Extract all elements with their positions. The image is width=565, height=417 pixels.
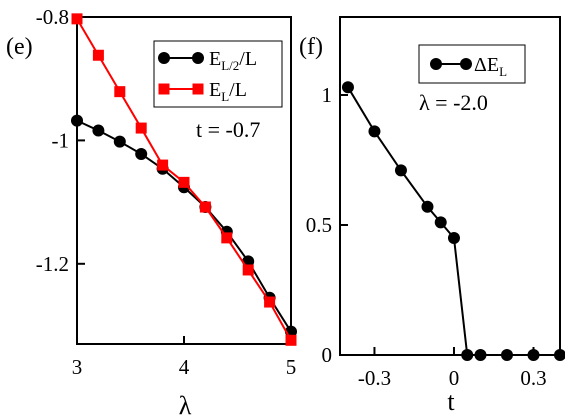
data-point-e-0-2 <box>113 135 126 148</box>
legend-e: EL/2/L EL/L <box>153 40 283 108</box>
legend-entry-e-0: EL/2/L <box>158 48 257 73</box>
data-point-f-0-10 <box>554 349 565 361</box>
legend-marker-e-1b <box>192 83 204 95</box>
data-point-e-1-9 <box>264 296 276 308</box>
data-point-e-1-8 <box>242 264 254 276</box>
series-group-f <box>341 81 565 361</box>
y-tick-label-e-0: -0.8 <box>36 5 69 29</box>
data-point-e-0-0 <box>71 114 83 127</box>
data-point-e-1-6 <box>199 201 211 213</box>
legend-marker-e-0b <box>192 52 204 64</box>
legend-box-e <box>153 40 283 108</box>
data-point-f-0-4 <box>434 216 447 229</box>
y-tick-label-f-2: 1 <box>322 83 333 107</box>
data-point-e-1-5 <box>178 176 190 188</box>
series-group-e <box>71 13 297 346</box>
legend-marker-f-0b <box>460 58 472 70</box>
x-tick-label-e-2: 5 <box>286 355 297 379</box>
tick-group-f: -0.3 0 0.3 0 0.5 1 <box>306 83 547 390</box>
series-line-e-0 <box>76 119 292 333</box>
panel-e: 3 4 5-0.8-1-1.2 (e) t = -0.7 λ EL/2/L EL/L <box>6 5 297 417</box>
legend-sub-e-1: L <box>221 89 229 104</box>
data-point-e-1-4 <box>157 159 169 171</box>
data-point-f-0-2 <box>394 164 407 177</box>
legend-sub-e-0: L/2 <box>221 58 239 73</box>
legend-f: ΔEL <box>418 44 526 84</box>
legend-label-e-0: EL/2/L <box>209 48 257 73</box>
data-point-e-0-1 <box>92 124 105 137</box>
legend-marker-e-1a <box>158 83 170 95</box>
legend-marker-e-0a <box>158 52 170 64</box>
y-tick-label-f-1: 0.5 <box>306 213 332 237</box>
y-tick-label-e-1: -1 <box>52 128 70 152</box>
data-point-f-0-5 <box>447 232 460 244</box>
legend-tail-e-0: /L <box>239 48 257 70</box>
legend-main-f-0: ΔE <box>474 54 499 76</box>
data-point-e-1-7 <box>221 232 233 244</box>
data-point-f-0-1 <box>368 125 381 138</box>
data-point-f-0-7 <box>474 349 487 361</box>
data-point-f-0-6 <box>461 349 474 361</box>
x-tick-label-e-1: 4 <box>179 355 190 379</box>
legend-main-e-0: E <box>209 48 221 70</box>
legend-marker-f-0a <box>430 58 442 70</box>
x-tick-label-f-0: -0.3 <box>358 366 391 390</box>
x-tick-label-f-1: 0 <box>449 366 460 390</box>
plot-frame-f <box>339 16 561 356</box>
annotation-e: t = -0.7 <box>196 117 260 142</box>
legend-label-e-1: EL/L <box>209 79 247 104</box>
data-point-f-0-0 <box>341 81 354 94</box>
legend-label-f-0: ΔEL <box>474 54 507 79</box>
y-tick-label-f-0: 0 <box>322 343 333 367</box>
data-point-e-0-3 <box>135 147 148 160</box>
data-point-e-1-1 <box>92 49 104 61</box>
y-tick-label-e-2: -1.2 <box>36 252 69 276</box>
data-point-f-0-9 <box>527 349 540 361</box>
annotation-f: λ = -2.0 <box>419 90 488 115</box>
panel-f: -0.3 0 0.3 0 0.5 1 (f) λ = -2.0 t ΔEL <box>299 16 565 416</box>
data-point-f-0-3 <box>421 200 434 213</box>
data-point-e-1-2 <box>114 86 126 98</box>
data-point-e-1-3 <box>135 122 147 134</box>
data-point-e-1-10 <box>285 334 297 346</box>
panel-tag-f: (f) <box>299 34 323 60</box>
legend-entry-f-0: ΔEL <box>430 54 507 79</box>
x-tick-label-f-2: 0.3 <box>520 366 546 390</box>
x-tick-label-e-0: 3 <box>72 355 83 379</box>
x-axis-label-e: λ <box>179 391 192 417</box>
legend-main-e-1: E <box>209 79 221 101</box>
data-point-e-1-0 <box>71 13 83 25</box>
x-axis-label-f: t <box>447 387 455 416</box>
legend-sub-f-0: L <box>499 64 507 79</box>
tick-group-e: 3 4 5 -0.8 -1 -1.2 <box>36 5 297 379</box>
data-point-f-0-8 <box>500 349 513 361</box>
series-line-f-0 <box>347 86 560 356</box>
panel-tag-e: (e) <box>6 34 33 60</box>
legend-entry-e-1: EL/L <box>158 79 247 104</box>
legend-tail-e-1: /L <box>229 79 247 101</box>
